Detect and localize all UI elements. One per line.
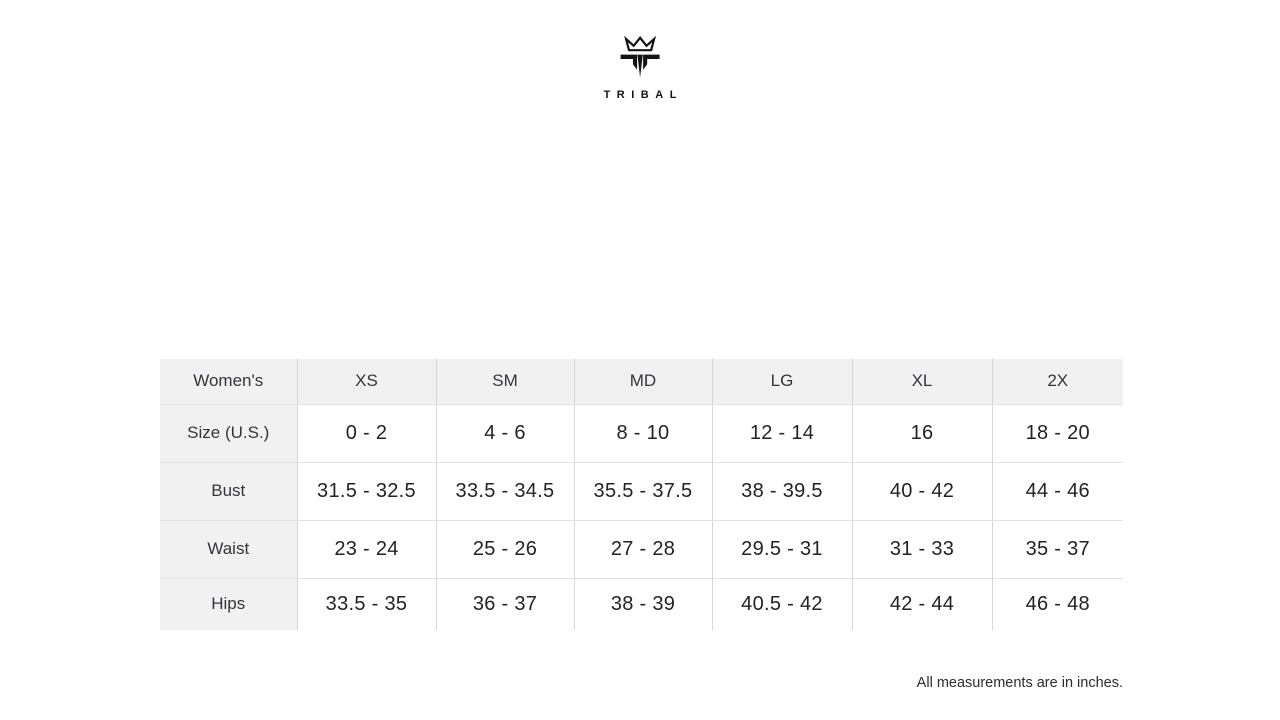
measurements-footnote: All measurements are in inches. <box>916 675 1123 691</box>
table-cell: 40.5 - 42 <box>711 578 852 630</box>
table-row-size-us: Size (U.S.) 0 - 2 4 - 6 8 - 10 12 - 14 1… <box>160 404 1123 463</box>
table-header-row: Women's XS SM MD LG XL 2X <box>160 359 1123 405</box>
column-header-sm: SM <box>435 359 574 405</box>
table-cell: 46 - 48 <box>991 578 1123 630</box>
row-label-bust: Bust <box>160 462 297 521</box>
table-row-waist: Waist 23 - 24 25 - 26 27 - 28 29.5 - 31 … <box>160 520 1123 579</box>
column-header-lg: LG <box>711 359 852 405</box>
brand-logo[interactable]: TRIBAL <box>597 36 683 101</box>
row-label-hips: Hips <box>160 578 297 630</box>
table-cell: 16 <box>851 404 992 463</box>
table-cell: 33.5 - 34.5 <box>435 462 574 521</box>
table-cell: 31.5 - 32.5 <box>296 462 436 521</box>
brand-name: TRIBAL <box>603 89 683 101</box>
table-cell: 0 - 2 <box>296 404 436 463</box>
size-chart-table: Women's XS SM MD LG XL 2X Size (U.S.) 0 … <box>160 359 1123 630</box>
row-label-waist: Waist <box>160 520 297 579</box>
table-cell: 12 - 14 <box>711 404 852 463</box>
crown-t-logo-icon <box>620 36 660 78</box>
table-cell: 40 - 42 <box>851 462 992 521</box>
table-cell: 44 - 46 <box>991 462 1123 521</box>
table-cell: 42 - 44 <box>851 578 992 630</box>
column-header-xs: XS <box>296 359 436 405</box>
table-cell: 27 - 28 <box>573 520 712 579</box>
table-cell: 33.5 - 35 <box>296 578 436 630</box>
column-header-2x: 2X <box>991 359 1123 405</box>
table-cell: 36 - 37 <box>435 578 574 630</box>
table-cell: 29.5 - 31 <box>711 520 852 579</box>
table-cell: 18 - 20 <box>991 404 1123 463</box>
table-cell: 38 - 39 <box>573 578 712 630</box>
table-cell: 25 - 26 <box>435 520 574 579</box>
table-cell: 4 - 6 <box>435 404 574 463</box>
table-row-bust: Bust 31.5 - 32.5 33.5 - 34.5 35.5 - 37.5… <box>160 462 1123 521</box>
table-cell: 31 - 33 <box>851 520 992 579</box>
row-label-size-us: Size (U.S.) <box>160 404 297 463</box>
table-cell: 35.5 - 37.5 <box>573 462 712 521</box>
column-header-md: MD <box>573 359 712 405</box>
table-cell: 38 - 39.5 <box>711 462 852 521</box>
table-cell: 23 - 24 <box>296 520 436 579</box>
table-cell: 35 - 37 <box>991 520 1123 579</box>
size-chart-container: Women's XS SM MD LG XL 2X Size (U.S.) 0 … <box>160 359 1123 630</box>
column-header-xl: XL <box>851 359 992 405</box>
table-row-hips: Hips 33.5 - 35 36 - 37 38 - 39 40.5 - 42… <box>160 578 1123 630</box>
table-cell: 8 - 10 <box>573 404 712 463</box>
column-header-womens: Women's <box>160 359 297 405</box>
